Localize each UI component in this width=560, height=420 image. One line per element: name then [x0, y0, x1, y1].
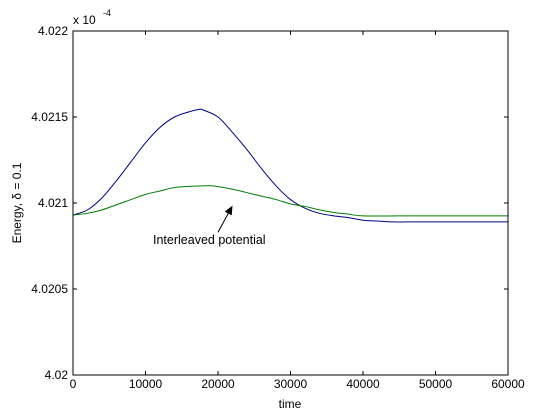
exponent-power: -4	[103, 8, 111, 18]
y-tick-label: 4.0215	[31, 110, 68, 124]
x-tick-label: 20000	[201, 377, 235, 391]
annotation-arrow	[217, 213, 229, 233]
annotation-text: Interleaved potential	[153, 233, 266, 247]
x-tick-label: 60000	[491, 377, 525, 391]
y-tick-label: 4.021	[38, 196, 68, 210]
plot-area	[73, 31, 508, 375]
y-tick-label: 4.02	[45, 368, 69, 382]
series-layer	[72, 108, 509, 223]
x-tick-label: 0	[70, 377, 77, 391]
x-tick-label: 50000	[419, 377, 453, 391]
x-axis-label: time	[279, 397, 302, 411]
y-tick-label: 4.0205	[31, 282, 68, 296]
y-tick-label: 4.022	[38, 24, 68, 38]
x-tick-label: 30000	[274, 377, 308, 391]
y-ticks: 4.02 4.0205 4.021 4.0215 4.022	[31, 24, 508, 382]
x-ticks: 0 10000 20000 30000 40000 50000 60000	[70, 31, 525, 391]
y-axis-label: Energy, δ = 0.1	[10, 162, 24, 243]
annotation: Interleaved potential	[153, 205, 266, 247]
series-line-2	[72, 185, 509, 217]
annotation-arrowhead	[224, 205, 233, 216]
x-tick-label: 10000	[129, 377, 163, 391]
series-line-1	[72, 108, 508, 223]
exponent-base: x 10	[73, 13, 96, 27]
x-tick-label: 40000	[346, 377, 380, 391]
